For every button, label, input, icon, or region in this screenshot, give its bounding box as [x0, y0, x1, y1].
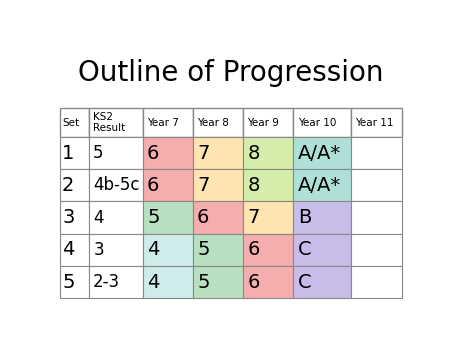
Bar: [89, 137, 143, 169]
Bar: [351, 201, 401, 234]
Bar: [89, 234, 143, 266]
Text: Set: Set: [62, 118, 79, 128]
Bar: [293, 266, 351, 298]
Bar: [193, 201, 243, 234]
Text: 5: 5: [197, 240, 210, 259]
Bar: [60, 108, 89, 137]
Text: Year 7: Year 7: [147, 118, 179, 128]
Text: 7: 7: [197, 144, 210, 163]
Text: 2-3: 2-3: [93, 273, 120, 291]
Text: 1: 1: [62, 144, 74, 163]
Bar: [293, 137, 351, 169]
Bar: [193, 266, 243, 298]
Bar: [243, 108, 293, 137]
Text: 6: 6: [197, 208, 210, 227]
Bar: [193, 234, 243, 266]
Bar: [89, 169, 143, 201]
Bar: [143, 201, 193, 234]
Text: Year 8: Year 8: [197, 118, 229, 128]
Text: 7: 7: [247, 208, 260, 227]
Bar: [60, 137, 89, 169]
Text: 4: 4: [147, 240, 159, 259]
Text: 4: 4: [147, 273, 159, 292]
Bar: [243, 137, 293, 169]
Text: A/A*: A/A*: [298, 176, 341, 195]
Bar: [293, 108, 351, 137]
Text: 3: 3: [93, 241, 104, 259]
Text: KS2
Result: KS2 Result: [93, 112, 126, 134]
Bar: [89, 266, 143, 298]
Text: 8: 8: [247, 176, 260, 195]
Text: Year 9: Year 9: [247, 118, 279, 128]
Text: 4b-5c: 4b-5c: [93, 176, 140, 194]
Bar: [193, 169, 243, 201]
Bar: [351, 169, 401, 201]
Bar: [60, 234, 89, 266]
Bar: [351, 234, 401, 266]
Bar: [60, 266, 89, 298]
Text: 3: 3: [62, 208, 74, 227]
Text: C: C: [298, 273, 311, 292]
Text: 2: 2: [62, 176, 74, 195]
Bar: [243, 234, 293, 266]
Bar: [89, 201, 143, 234]
Bar: [293, 234, 351, 266]
Text: 6: 6: [247, 240, 260, 259]
Bar: [351, 266, 401, 298]
Text: 5: 5: [93, 144, 104, 162]
Text: 4: 4: [62, 240, 74, 259]
Bar: [243, 169, 293, 201]
Text: Year 11: Year 11: [356, 118, 394, 128]
Bar: [143, 137, 193, 169]
Bar: [351, 137, 401, 169]
Bar: [143, 234, 193, 266]
Bar: [89, 108, 143, 137]
Bar: [243, 201, 293, 234]
Bar: [293, 169, 351, 201]
Text: 5: 5: [197, 273, 210, 292]
Text: 5: 5: [147, 208, 160, 227]
Bar: [193, 108, 243, 137]
Text: 7: 7: [197, 176, 210, 195]
Text: B: B: [298, 208, 311, 227]
Bar: [243, 266, 293, 298]
Text: C: C: [298, 240, 311, 259]
Bar: [143, 108, 193, 137]
Bar: [293, 201, 351, 234]
Bar: [60, 169, 89, 201]
Text: Outline of Progression: Outline of Progression: [78, 59, 383, 87]
Text: 6: 6: [147, 144, 159, 163]
Text: 6: 6: [147, 176, 159, 195]
Text: 4: 4: [93, 209, 104, 226]
Bar: [143, 169, 193, 201]
Bar: [143, 266, 193, 298]
Text: A/A*: A/A*: [298, 144, 341, 163]
Bar: [60, 201, 89, 234]
Text: 5: 5: [62, 273, 75, 292]
Text: 8: 8: [247, 144, 260, 163]
Text: 6: 6: [247, 273, 260, 292]
Bar: [193, 137, 243, 169]
Bar: [351, 108, 401, 137]
Text: Year 10: Year 10: [298, 118, 336, 128]
